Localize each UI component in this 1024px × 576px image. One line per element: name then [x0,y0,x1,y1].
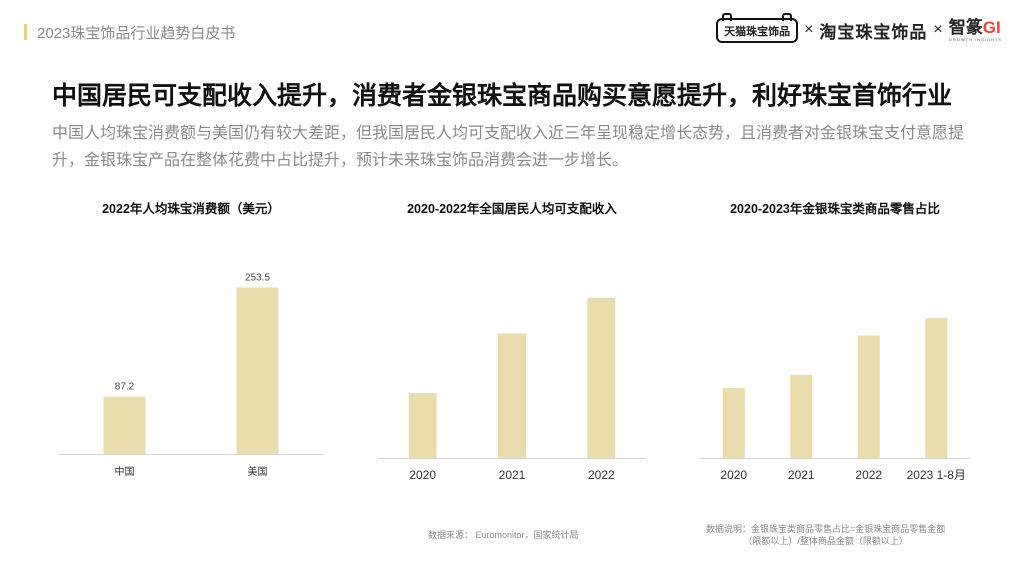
document-title: 2023珠宝饰品行业趋势白皮书 [37,24,236,42]
logo-separator: × [933,21,943,38]
gi-logo-text: 智篆 [948,17,983,37]
x-tick-label: 中国 [115,465,135,478]
page-subtitle: 中国人均珠宝消费额与美国仍有较大差距，但我国居民人均可支配收入近三年呈现稳定增长… [52,125,965,169]
chart-plot: 2020 2021 2022 [378,297,646,482]
chart-plot: 中国 87.2 美国 253.5 [58,273,324,478]
x-tick-label: 2021 [499,468,526,482]
bar [236,287,279,454]
bar [790,374,813,458]
bar [103,396,146,454]
bar [722,388,745,458]
growth-insights-logo: 智篆GI GROWTH INSIGHTS [949,19,1002,42]
data-source-note: 数据来源： Euromonitor，国家统计局 [428,530,579,540]
partner-logos: 天猫珠宝饰品 × 淘宝珠宝饰品 × 智篆GI GROWTH INSIGHTS [716,12,1002,48]
x-tick-label: 2022 [855,468,882,482]
note-line: 数据说明：金银珠宝类商品零售占比=金银珠宝商品零售金额 [706,524,946,534]
data-label: 87.2 [115,382,135,393]
x-tick-label: 2022 [588,468,615,482]
x-tick-label: 2023 1-8月 [907,468,966,482]
chart-title: 2022年人均珠宝消费额（美元） [102,202,280,216]
tmall-logo: 天猫珠宝饰品 [716,12,799,43]
gi-logo-mark: 智篆GI [949,19,1001,36]
header-bar: 2023珠宝饰品行业趋势白皮书 [24,22,235,42]
bar [587,297,616,458]
jewelry-spending-chart: 2022年人均珠宝消费额（美元） 中国 87.2 美国 253.5 [58,195,324,495]
bar [498,333,526,458]
x-tick-label: 2020 [409,468,436,482]
x-tick-label: 美国 [248,465,268,478]
x-tick-label: 2021 [788,468,815,482]
accent-bar [24,24,27,40]
bar [857,335,880,458]
chart-plot: 2020 2021 2022 2023 1-8月 [700,318,970,482]
jewelry-retail-share-chart: 2020-2023年金银珠宝类商品零售占比 2020 2021 2022 2023 1… [700,195,970,495]
taobao-logo: 淘宝珠宝饰品 [819,22,928,42]
page-headline: 中国居民可支配收入提升，消费者金银珠宝商品购买意愿提升，利好珠宝首饰行业 [52,82,953,110]
data-label: 253.5 [245,273,270,284]
data-explanation-note: 数据说明：金银珠宝类商品零售占比=金银珠宝商品零售金额 （限额以上）/整体商品金… [706,523,945,547]
chart-title: 2020-2023年金银珠宝类商品零售占比 [730,202,940,216]
gi-logo-letters: GI [982,17,1001,37]
logo-separator: × [804,21,814,38]
chart-title: 2020-2022年全国居民人均可支配收入 [407,202,617,216]
disposable-income-chart: 2020-2022年全国居民人均可支配收入 2020 2021 2022 [378,195,646,495]
x-tick-label: 2020 [720,468,747,482]
bar [408,393,437,458]
note-line: （限额以上）/整体商品金额（限额以上） [743,536,908,546]
bar [925,318,948,458]
gi-logo-subtitle: GROWTH INSIGHTS [948,36,1002,42]
